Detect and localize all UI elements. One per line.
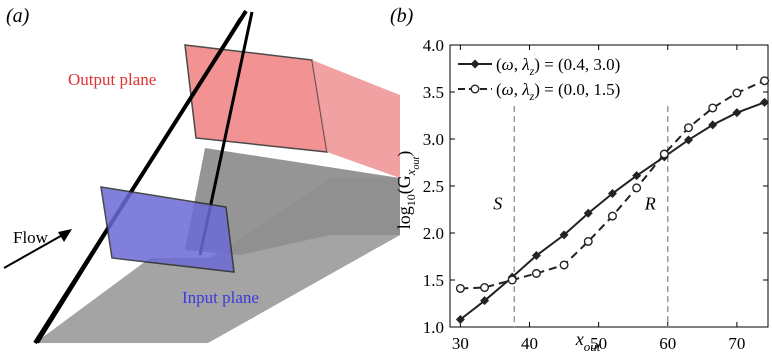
x-axis-label: xout xyxy=(575,329,601,354)
x-tick-label: 60 xyxy=(659,334,676,353)
output-plane-fold xyxy=(312,60,400,178)
flow-label: Flow xyxy=(13,228,49,247)
y-tick-label: 1.5 xyxy=(423,271,444,290)
x-tick-label: 30 xyxy=(452,334,469,353)
series-2-point xyxy=(732,88,742,98)
series-2-point xyxy=(659,149,669,159)
output-plane-label: Output plane xyxy=(68,70,156,89)
series-1-point xyxy=(632,171,642,181)
y-tick-label: 1.0 xyxy=(423,318,444,337)
series-1-point xyxy=(732,108,742,118)
y-tick-label: 3.5 xyxy=(423,83,444,102)
x-axis-label-main: x xyxy=(575,329,584,349)
y-axis-label-mid: (G xyxy=(394,175,415,194)
y-ticks: 1.0 1.5 2.0 2.5 3.0 3.5 4.0 xyxy=(423,36,768,337)
x-tick-label: 40 xyxy=(521,334,538,353)
series-2-point xyxy=(507,275,517,285)
series-2-point xyxy=(480,283,490,293)
legend-marker-2 xyxy=(470,84,480,94)
flow-arrow xyxy=(3,232,67,269)
panel-b: (b) log10(Gxout) 1.01.52.02.53.03.54.0 3… xyxy=(390,5,770,354)
y-axis-label: log10(Gxout) xyxy=(394,151,422,230)
input-plane-label: Input plane xyxy=(182,288,259,307)
series-2-point xyxy=(632,183,642,193)
y-tick-label: 4.0 xyxy=(423,36,444,55)
series-1-point xyxy=(708,120,718,130)
y-tick-label: 2.5 xyxy=(423,177,444,196)
input-plane xyxy=(100,186,235,273)
series-1-point xyxy=(583,208,593,218)
leading-edge-line-2 xyxy=(37,17,241,344)
x-ticks: 30 40 50 60 70 xyxy=(452,45,745,353)
output-plane xyxy=(184,44,328,153)
series-1-point xyxy=(480,296,490,306)
legend: (ω, λz) = (0.4, 3.0)(ω, λz) = (0.0, 1.5) xyxy=(458,55,620,103)
series-1-point xyxy=(531,251,541,261)
series-2-point xyxy=(760,76,770,86)
series-2-point xyxy=(531,268,541,278)
panel-a-label: (a) xyxy=(6,5,30,27)
x-tick-label: 50 xyxy=(590,334,607,353)
y-axis-label-sub: x xyxy=(403,169,418,176)
series-group xyxy=(455,76,770,324)
series-1-point xyxy=(684,135,693,145)
series-line-2 xyxy=(460,79,765,290)
series-1-point xyxy=(607,189,617,199)
y-axis-label-sub10: 10 xyxy=(404,194,418,206)
legend-label-2: (ω, λz) = (0.0, 1.5) xyxy=(496,80,620,103)
series-2-point xyxy=(607,211,617,221)
legend-marker-1 xyxy=(470,59,480,69)
annotation-label-R: R xyxy=(644,194,656,214)
series-2-point xyxy=(708,103,718,113)
legend-label-1: (ω, λz) = (0.4, 3.0) xyxy=(496,55,620,78)
x-tick-label: 70 xyxy=(728,334,745,353)
series-2-point xyxy=(455,283,465,293)
y-axis-label-main: log xyxy=(394,206,414,229)
series-2-point xyxy=(684,123,694,133)
x-axis-label-sub: out xyxy=(584,339,601,354)
series-1-point xyxy=(455,314,465,324)
y-axis-label-subsub: out xyxy=(411,156,422,169)
y-axis-label-end: ) xyxy=(394,151,415,157)
series-1-point xyxy=(559,230,569,240)
series-2-point xyxy=(583,236,593,246)
shadow-surface-far xyxy=(185,148,400,255)
y-tick-label: 3.0 xyxy=(423,130,444,149)
annotation-label-S: S xyxy=(493,194,502,214)
y-tick-label: 2.0 xyxy=(423,224,444,243)
panel-a: (a) Flow Output plane Input plane xyxy=(3,5,400,345)
panel-b-label: (b) xyxy=(390,5,414,27)
flow-arrow-head xyxy=(58,229,72,242)
series-line-1 xyxy=(459,101,765,321)
series-1-point xyxy=(760,97,770,107)
series-2-point xyxy=(559,260,569,270)
